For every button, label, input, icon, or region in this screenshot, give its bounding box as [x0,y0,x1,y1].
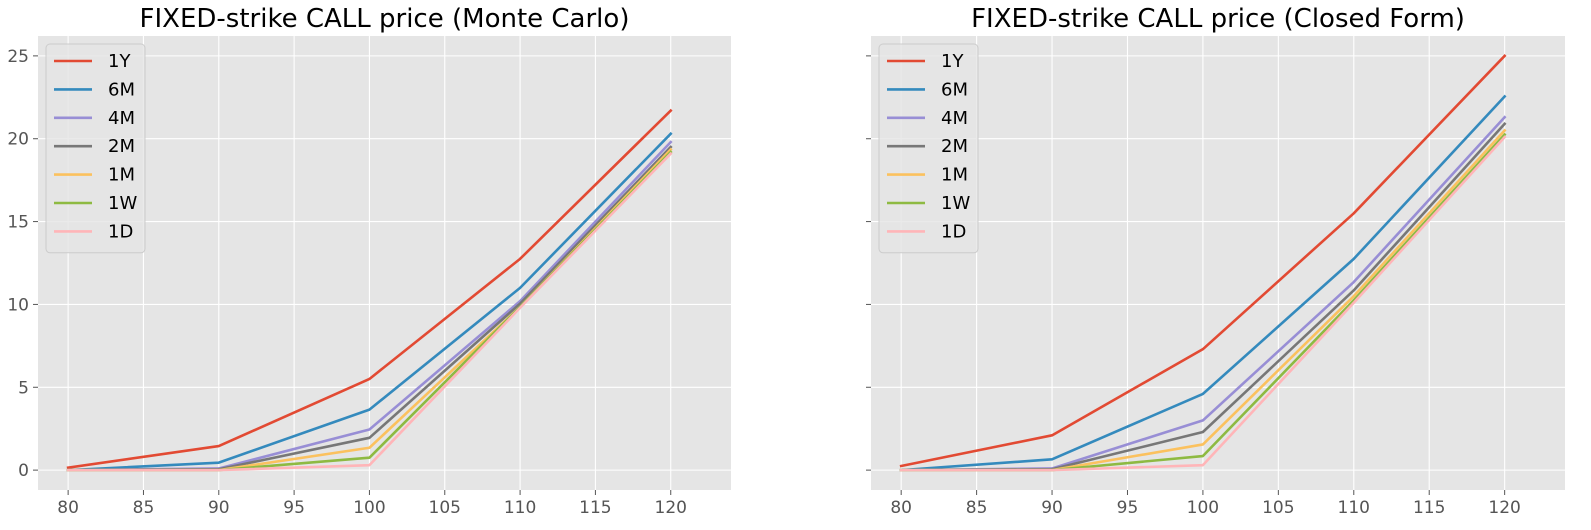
series-line-1D [66,151,673,472]
legend-box [45,43,146,254]
x-tick-label: 115 [579,498,611,518]
x-tick-label: 95 [283,498,305,518]
x-tick-label: 110 [504,498,536,518]
chart-closed-form: FIXED-strike CALL price (Closed Form) 80… [866,4,1565,518]
x-tick-label: 120 [1488,498,1520,518]
x-axis: 80 85 90 95 100 105 110 115 120 [890,490,1521,518]
x-tick-label: 105 [1262,498,1294,518]
y-tick-label: 25 [7,47,29,67]
x-tick-label: 105 [429,498,461,518]
legend-label-2M: 2M [941,136,968,157]
y-tick-label: 10 [7,295,29,315]
legend-label-6M: 6M [108,79,135,100]
x-tick-label: 120 [655,498,687,518]
legend: 1Y 6M 4M 2M 1M 1W 1D [45,43,146,254]
x-tick-label: 100 [353,498,385,518]
x-axis: 80 85 90 95 100 105 110 115 120 [57,490,687,518]
series-line-1Y [899,54,1507,468]
legend: 1Y 6M 4M 2M 1M 1W 1D [878,43,979,254]
y-tick-label: 5 [18,378,29,398]
series-line-1Y [66,108,673,470]
series-lines [66,108,673,472]
y-tick-label: 15 [7,213,29,233]
legend-label-6M: 6M [941,79,968,100]
x-tick-label: 80 [57,498,79,518]
legend-label-1M: 1M [108,165,135,186]
y-tick-label: 20 [7,130,29,150]
grid [871,36,1565,490]
x-tick-label: 90 [1041,498,1063,518]
legend-label-1M: 1M [941,165,968,186]
x-tick-label: 80 [890,498,912,518]
legend-label-1D: 1D [941,221,966,242]
x-tick-label: 95 [1117,498,1139,518]
series-lines [899,54,1507,472]
series-line-6M [66,131,673,472]
chart-title: FIXED-strike CALL price (Closed Form) [971,4,1465,34]
legend-label-1Y: 1Y [941,51,964,72]
y-axis [866,55,871,471]
legend-label-4M: 4M [108,108,135,129]
x-tick-label: 110 [1338,498,1370,518]
series-line-6M [899,94,1507,472]
x-tick-label: 85 [133,498,155,518]
legend-label-2M: 2M [108,136,135,157]
x-tick-label: 85 [966,498,988,518]
chart-title: FIXED-strike CALL price (Monte Carlo) [140,4,630,34]
legend-label-1Y: 1Y [108,51,131,72]
chart-monte-carlo: FIXED-strike CALL price (Monte Carlo) 80… [7,4,731,518]
y-axis: 0 5 10 15 20 25 [7,47,38,481]
x-tick-label: 100 [1187,498,1219,518]
x-tick-label: 115 [1413,498,1445,518]
legend-label-1W: 1W [941,193,970,214]
legend-label-1W: 1W [108,193,137,214]
plot-area [871,36,1565,490]
legend-label-1D: 1D [108,221,133,242]
legend-box [878,43,979,254]
y-tick-label: 0 [18,461,29,481]
x-tick-label: 90 [208,498,230,518]
series-line-1D [899,135,1507,472]
legend-label-4M: 4M [941,108,968,129]
plot-area [38,36,731,490]
